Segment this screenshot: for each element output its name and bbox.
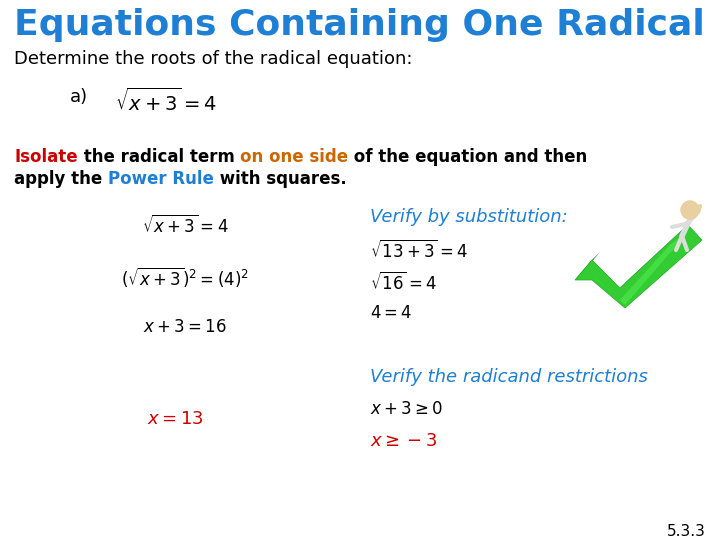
Text: Verify by substitution:: Verify by substitution:: [370, 208, 568, 226]
Text: of the equation and then: of the equation and then: [348, 148, 588, 166]
Text: $4 = 4$: $4 = 4$: [370, 304, 413, 322]
Text: $\sqrt{16} = 4$: $\sqrt{16} = 4$: [370, 272, 437, 294]
Text: a): a): [70, 88, 88, 106]
Polygon shape: [575, 252, 600, 280]
Text: $x \geq -3$: $x \geq -3$: [370, 432, 437, 450]
Text: on one side: on one side: [240, 148, 348, 166]
Polygon shape: [595, 232, 688, 305]
Text: $x + 3 = 16$: $x + 3 = 16$: [143, 318, 227, 336]
Polygon shape: [620, 217, 696, 288]
Text: 5.3.3: 5.3.3: [667, 524, 706, 539]
Text: Equations Containing One Radical: Equations Containing One Radical: [14, 8, 705, 42]
Text: Power Rule: Power Rule: [108, 170, 214, 188]
Text: $\sqrt{13+3} = 4$: $\sqrt{13+3} = 4$: [370, 240, 468, 262]
Text: Verify the radicand restrictions: Verify the radicand restrictions: [370, 368, 648, 386]
Text: with squares.: with squares.: [214, 170, 346, 188]
Circle shape: [681, 201, 699, 219]
Text: $\sqrt{x+3} = 4$: $\sqrt{x+3} = 4$: [142, 215, 228, 237]
Text: Isolate: Isolate: [14, 148, 78, 166]
Text: $x = 13$: $x = 13$: [147, 410, 203, 428]
Text: $\left(\sqrt{x+3}\right)^{2} = \left(4\right)^{2}$: $\left(\sqrt{x+3}\right)^{2} = \left(4\r…: [121, 265, 249, 289]
Text: $\sqrt{x+3} = 4$: $\sqrt{x+3} = 4$: [115, 88, 217, 115]
Text: the radical term: the radical term: [78, 148, 240, 166]
Polygon shape: [575, 225, 702, 308]
Text: apply the: apply the: [14, 170, 108, 188]
Text: $x + 3 \geq 0$: $x + 3 \geq 0$: [370, 400, 443, 418]
Text: Determine the roots of the radical equation:: Determine the roots of the radical equat…: [14, 50, 413, 68]
